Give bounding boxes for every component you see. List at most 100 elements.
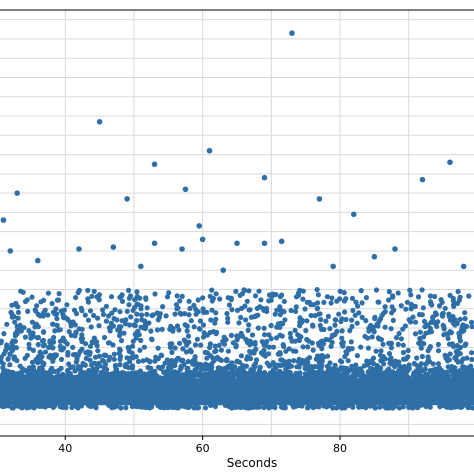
data-point bbox=[323, 336, 329, 343]
data-point bbox=[157, 311, 163, 317]
data-point bbox=[409, 303, 415, 309]
data-point bbox=[390, 294, 396, 300]
data-point bbox=[327, 326, 333, 332]
data-point bbox=[282, 317, 288, 323]
data-point bbox=[149, 312, 155, 319]
data-point bbox=[325, 313, 331, 319]
data-point bbox=[295, 374, 301, 380]
data-point bbox=[124, 375, 130, 381]
data-point bbox=[236, 320, 242, 326]
data-point-outlier bbox=[261, 240, 268, 247]
data-point bbox=[169, 341, 175, 347]
data-point bbox=[137, 347, 143, 353]
data-point bbox=[92, 370, 99, 376]
data-point bbox=[35, 354, 41, 360]
data-point bbox=[209, 287, 215, 293]
data-point bbox=[287, 330, 293, 337]
data-point bbox=[310, 322, 316, 328]
data-point bbox=[405, 354, 411, 360]
data-point bbox=[212, 320, 218, 326]
data-point bbox=[30, 347, 36, 353]
data-point bbox=[315, 292, 321, 298]
data-point bbox=[182, 311, 188, 317]
data-point bbox=[232, 404, 238, 410]
data-point bbox=[106, 340, 113, 346]
data-point bbox=[425, 354, 431, 360]
data-point bbox=[276, 373, 282, 379]
data-point bbox=[27, 365, 33, 371]
data-point bbox=[337, 296, 343, 302]
data-point bbox=[352, 312, 358, 318]
data-point bbox=[372, 314, 378, 320]
data-point bbox=[466, 293, 472, 299]
data-point bbox=[111, 351, 117, 357]
data-point bbox=[0, 361, 6, 367]
data-point bbox=[349, 295, 356, 301]
data-point-outlier bbox=[206, 147, 213, 154]
data-point bbox=[351, 367, 357, 373]
data-point bbox=[339, 335, 345, 341]
data-point bbox=[98, 375, 104, 381]
data-point bbox=[332, 362, 338, 368]
data-point bbox=[94, 294, 100, 300]
data-point bbox=[13, 403, 19, 409]
data-point bbox=[330, 405, 336, 411]
data-point bbox=[389, 304, 395, 310]
data-point bbox=[282, 374, 288, 380]
data-point bbox=[333, 317, 339, 323]
data-point bbox=[148, 328, 154, 334]
data-point bbox=[432, 293, 438, 300]
data-point bbox=[427, 293, 433, 299]
data-point bbox=[331, 371, 337, 377]
data-point bbox=[464, 323, 470, 329]
data-point bbox=[28, 332, 34, 338]
data-point bbox=[368, 358, 374, 364]
data-point bbox=[32, 307, 38, 313]
data-point bbox=[58, 308, 64, 314]
data-point bbox=[110, 374, 116, 380]
data-point bbox=[41, 361, 47, 367]
data-point bbox=[137, 368, 143, 374]
data-point bbox=[50, 356, 57, 362]
data-point bbox=[341, 298, 347, 304]
data-point bbox=[54, 322, 60, 328]
data-point bbox=[350, 307, 356, 313]
data-point bbox=[336, 311, 342, 317]
data-point bbox=[53, 306, 59, 312]
data-point bbox=[209, 371, 215, 377]
data-point bbox=[272, 311, 278, 317]
data-point bbox=[183, 349, 190, 355]
data-point bbox=[50, 321, 56, 327]
data-point bbox=[181, 337, 187, 343]
data-point bbox=[427, 344, 433, 350]
data-point bbox=[390, 317, 396, 323]
data-point bbox=[129, 363, 136, 369]
data-point bbox=[176, 327, 182, 333]
data-point bbox=[213, 310, 219, 316]
data-point bbox=[41, 329, 47, 335]
data-point bbox=[200, 334, 207, 340]
data-point bbox=[14, 328, 20, 334]
data-point bbox=[414, 363, 420, 369]
data-point bbox=[458, 359, 465, 365]
data-point bbox=[281, 298, 287, 304]
data-point bbox=[278, 357, 284, 363]
data-point bbox=[175, 370, 181, 376]
data-point bbox=[116, 350, 122, 356]
data-point bbox=[383, 373, 389, 379]
data-point bbox=[126, 346, 132, 352]
data-point bbox=[375, 323, 381, 329]
data-point bbox=[209, 307, 215, 313]
data-point bbox=[191, 302, 197, 308]
data-point bbox=[62, 402, 68, 408]
data-point bbox=[379, 312, 385, 318]
data-point bbox=[222, 365, 228, 371]
data-point bbox=[112, 307, 118, 313]
data-point bbox=[281, 402, 287, 408]
data-point bbox=[45, 290, 52, 296]
data-point bbox=[373, 287, 380, 293]
data-point bbox=[388, 375, 394, 381]
data-point bbox=[445, 335, 451, 341]
data-point bbox=[300, 296, 306, 302]
data-point bbox=[238, 353, 244, 359]
